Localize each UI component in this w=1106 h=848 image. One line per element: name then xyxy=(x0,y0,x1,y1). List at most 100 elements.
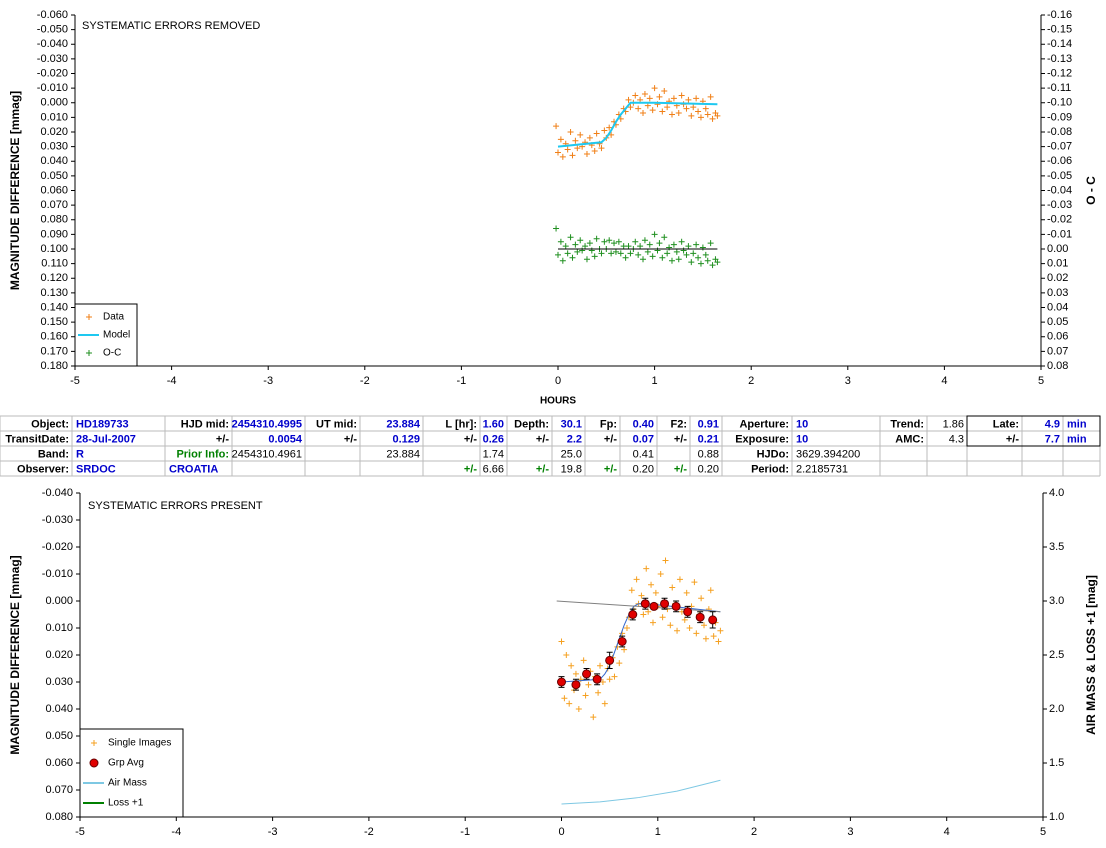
y2-tick-label: -0.08 xyxy=(1047,126,1072,138)
y2-tick-label: 3.0 xyxy=(1049,595,1064,607)
data-point xyxy=(690,104,697,111)
data-point xyxy=(670,95,677,102)
x-tick-label: 1 xyxy=(655,826,661,838)
data-point xyxy=(661,88,668,95)
x-tick-label: 1 xyxy=(652,375,658,387)
data-point xyxy=(593,235,600,242)
table-cell: 23.884 xyxy=(386,418,421,430)
data-point xyxy=(572,137,579,144)
table-cell: 2454310.4995 xyxy=(232,418,302,430)
y-tick-label: 0.050 xyxy=(40,170,68,182)
table-cell: Prior Info: xyxy=(176,448,229,460)
table-cell: 30.1 xyxy=(561,418,582,430)
data-point xyxy=(583,256,590,263)
data-point xyxy=(627,250,634,257)
y2-tick-label: -0.09 xyxy=(1047,111,1072,123)
data-point xyxy=(709,262,716,269)
data-point xyxy=(567,129,574,135)
data-point xyxy=(701,622,708,629)
table-cell: 1.60 xyxy=(483,418,504,430)
data-point xyxy=(674,627,681,634)
data-point xyxy=(553,123,560,130)
table-cell: 10 xyxy=(796,418,808,430)
table-cell: 4.9 xyxy=(1045,418,1060,430)
table-cell: Trend: xyxy=(890,418,924,430)
data-point xyxy=(569,152,576,159)
y-tick-label: 0.010 xyxy=(45,622,73,634)
data-point xyxy=(632,92,639,99)
series-line xyxy=(561,603,721,683)
data-point xyxy=(686,625,693,631)
data-point xyxy=(715,638,722,645)
group-average xyxy=(649,601,659,611)
data-point xyxy=(652,589,659,596)
y2-tick-label: -0.13 xyxy=(1047,53,1072,65)
table-cell: 4.3 xyxy=(949,433,964,445)
table-cell: min xyxy=(1067,433,1087,445)
y-tick-label: 0.170 xyxy=(40,345,68,357)
data-point xyxy=(645,608,652,615)
table-cell: 0.129 xyxy=(392,433,420,445)
series-line xyxy=(561,779,721,805)
y-tick-label: 0.080 xyxy=(40,214,68,226)
data-point xyxy=(695,108,702,115)
data-point xyxy=(717,627,724,634)
y2-tick-label: 3.5 xyxy=(1049,541,1064,553)
y2-tick-label: 0.01 xyxy=(1047,258,1068,270)
data-point xyxy=(555,251,561,258)
table-cell: 0.91 xyxy=(698,418,719,430)
data-point xyxy=(688,112,695,119)
table-cell: 0.20 xyxy=(698,463,719,475)
table-cell: R xyxy=(76,448,84,460)
data-point xyxy=(691,579,698,586)
data-point xyxy=(593,130,600,137)
data-point xyxy=(678,238,685,245)
data-point xyxy=(707,587,714,594)
data-point xyxy=(676,576,683,583)
y2-tick-label: -0.15 xyxy=(1047,24,1072,36)
data-point xyxy=(601,127,608,134)
data-point xyxy=(575,706,582,712)
data-point xyxy=(564,146,571,153)
data-point xyxy=(621,646,628,653)
table-cell: +/- xyxy=(464,433,477,445)
table-cell: Observer: xyxy=(17,463,69,475)
table-cell: +/- xyxy=(604,463,617,475)
x-tick-label: 5 xyxy=(1038,375,1044,387)
data-point xyxy=(622,254,629,261)
data-point xyxy=(681,616,688,623)
data-point xyxy=(714,259,721,266)
data-point xyxy=(698,595,705,602)
data-point xyxy=(591,253,598,260)
x-tick-label: 3 xyxy=(845,375,851,387)
data-point xyxy=(640,256,647,263)
late-box xyxy=(966,415,1101,447)
chart-title: SYSTEMATIC ERRORS PRESENT xyxy=(88,500,263,512)
x-tick-label: 0 xyxy=(555,375,561,387)
data-point xyxy=(572,670,579,677)
data-point xyxy=(685,243,692,250)
legend-label: Air Mass xyxy=(108,778,147,789)
table-cell: 7.7 xyxy=(1045,433,1060,445)
data-point xyxy=(625,96,632,103)
table-cell: F2: xyxy=(671,418,688,430)
data-point xyxy=(670,241,677,248)
table-cell: 0.88 xyxy=(698,448,719,460)
table-cell: CROATIA xyxy=(169,463,218,475)
data-point xyxy=(690,250,697,257)
data-point xyxy=(661,234,668,241)
y-tick-label: -0.060 xyxy=(37,9,68,21)
table-cell: 19.8 xyxy=(561,463,582,475)
table-cell: 0.07 xyxy=(633,433,654,445)
y-axis-title: MAGNITUDE DIFFERENCE [mmag] xyxy=(8,555,22,754)
y-tick-label: 0.060 xyxy=(40,184,68,196)
legend-marker xyxy=(86,350,92,356)
y2-tick-label: 0.02 xyxy=(1047,272,1068,284)
y-tick-label: 0.100 xyxy=(40,243,68,255)
table-cell: Depth: xyxy=(514,418,549,430)
series-line xyxy=(556,600,721,613)
legend-label: Single Images xyxy=(108,738,171,749)
x-tick-label: -2 xyxy=(364,826,374,838)
y2-tick-label: 0.07 xyxy=(1047,345,1068,357)
table-cell: +/- xyxy=(216,433,229,445)
